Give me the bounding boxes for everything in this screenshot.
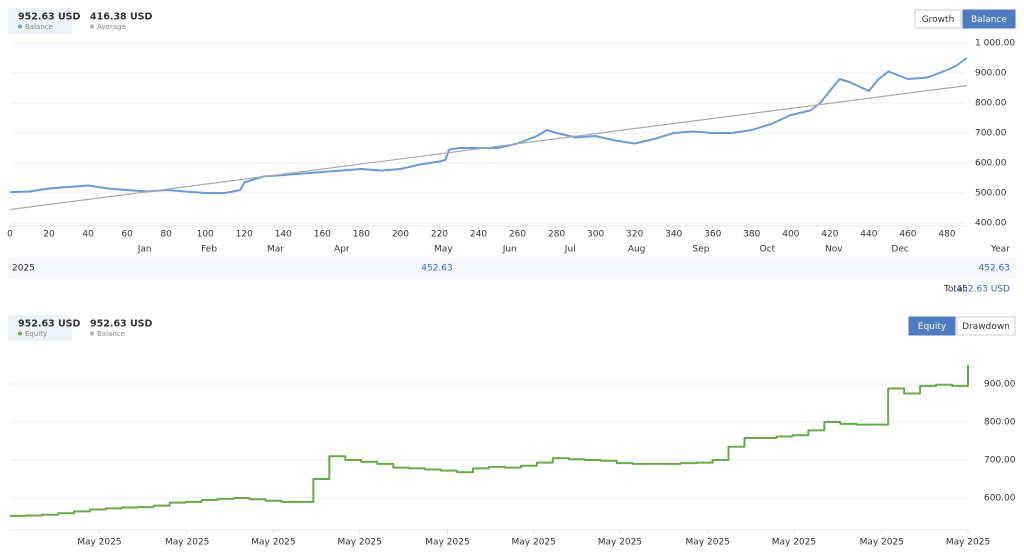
total-value: 452.63 USD (956, 285, 1010, 295)
summary-year: 2025 (12, 264, 35, 274)
month-label: Apr (334, 245, 350, 255)
legend-amount: 952.63 USD (90, 319, 153, 330)
x-tick-label: 460 (899, 230, 916, 240)
series-line (9, 57, 968, 194)
month-label: Mar (267, 245, 284, 255)
tab-label[interactable]: Balance (971, 15, 1007, 25)
x-tick-label: May 2025 (946, 538, 990, 548)
x-tick-label: 220 (431, 230, 448, 240)
legend-label: Equity (25, 330, 47, 338)
x-tick-label: May 2025 (337, 538, 381, 548)
tab-button[interactable] (908, 316, 956, 336)
y-tick-label: 900.00 (984, 379, 1016, 389)
legend-dot (90, 331, 94, 336)
x-tick-label: 20 (43, 230, 55, 240)
y-tick-label: 800.00 (984, 417, 1016, 427)
x-tick-label: 320 (626, 230, 643, 240)
tab-button[interactable] (914, 9, 962, 29)
legend-amount: 952.63 USD (18, 319, 81, 330)
legend-amount: 416.38 USD (90, 12, 153, 23)
tab-label[interactable]: Equity (918, 322, 947, 332)
series-line (9, 85, 967, 211)
legend-label: Average (97, 23, 126, 31)
x-tick-label: 240 (470, 230, 487, 240)
tab-button[interactable] (956, 316, 1016, 336)
x-tick-label: May 2025 (251, 538, 295, 548)
month-label: Aug (628, 245, 646, 255)
summary-year-value: 452.63 (979, 264, 1011, 274)
y-tick-label: 700.00 (984, 456, 1016, 466)
y-tick-label: 600.00 (975, 159, 1007, 169)
x-tick-label: 40 (82, 230, 94, 240)
x-tick-label: May 2025 (772, 538, 816, 548)
x-tick-label: May 2025 (860, 538, 904, 548)
x-tick-label: 400 (782, 230, 799, 240)
x-tick-label: 120 (236, 230, 253, 240)
x-tick-label: 100 (197, 230, 214, 240)
legend-box (8, 315, 72, 341)
x-tick-label: 260 (509, 230, 526, 240)
series-line (10, 364, 969, 517)
total-label: Total: (943, 285, 968, 295)
legend-dot (18, 331, 22, 336)
y-tick-label: 700.00 (975, 129, 1007, 139)
month-label: Jan (137, 245, 152, 255)
x-tick-label: 440 (860, 230, 877, 240)
y-tick-label: 600.00 (984, 494, 1016, 504)
month-label: Oct (760, 245, 776, 255)
month-label: Nov (825, 245, 843, 255)
y-tick-label: 400.00 (975, 219, 1007, 229)
x-tick-label: 0 (7, 230, 13, 240)
tab-button[interactable] (962, 9, 1016, 29)
x-tick-label: May 2025 (77, 538, 121, 548)
x-tick-label: May 2025 (512, 538, 556, 548)
x-tick-label: 200 (392, 230, 409, 240)
x-tick-label: 360 (704, 230, 721, 240)
x-tick-label: May 2025 (686, 538, 730, 548)
year-label: Year (990, 245, 1010, 255)
legend-dot (18, 24, 22, 29)
x-tick-label: 300 (587, 230, 604, 240)
x-tick-label: 60 (121, 230, 133, 240)
x-tick-label: 480 (938, 230, 955, 240)
y-tick-label: 800.00 (975, 99, 1007, 109)
tab-label[interactable]: Growth (922, 15, 955, 25)
x-tick-label: May 2025 (598, 538, 642, 548)
legend-label: Balance (25, 23, 53, 31)
legend-amount: 952.63 USD (18, 12, 81, 23)
x-tick-label: 140 (275, 230, 292, 240)
x-tick-label: 340 (665, 230, 682, 240)
month-label: Feb (201, 245, 217, 255)
y-tick-label: 1 000.00 (975, 39, 1015, 49)
summary-month-value: 452.63 (421, 264, 453, 274)
summary-row (8, 258, 1016, 278)
x-tick-label: 180 (353, 230, 370, 240)
x-tick-label: 420 (821, 230, 838, 240)
legend-dot (90, 24, 94, 29)
x-tick-label: May 2025 (165, 538, 209, 548)
tab-label[interactable]: Drawdown (962, 322, 1010, 332)
x-tick-label: 380 (743, 230, 760, 240)
legend-box (8, 8, 72, 34)
x-tick-label: 280 (548, 230, 565, 240)
legend-label: Balance (97, 330, 125, 338)
month-label: Sep (693, 245, 710, 255)
month-label: May (434, 245, 453, 255)
y-tick-label: 500.00 (975, 189, 1007, 199)
month-label: Dec (891, 245, 908, 255)
month-label: Jul (564, 245, 576, 255)
x-tick-label: 80 (160, 230, 172, 240)
y-tick-label: 900.00 (975, 69, 1007, 79)
x-tick-label: 160 (314, 230, 331, 240)
month-label: Jun (502, 245, 517, 255)
x-tick-label: May 2025 (425, 538, 469, 548)
